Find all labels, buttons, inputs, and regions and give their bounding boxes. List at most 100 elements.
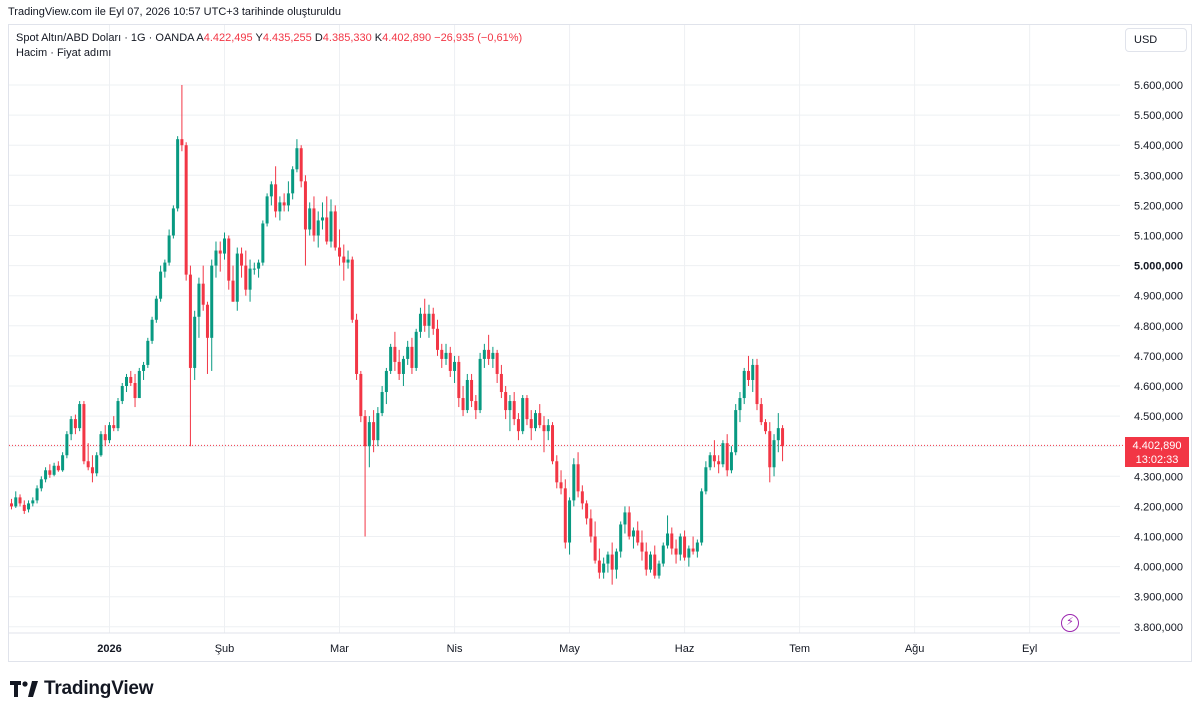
open-label: A [196, 32, 204, 44]
candle-body [627, 512, 631, 537]
candle [103, 425, 107, 447]
candle-body [721, 443, 725, 465]
candle [22, 500, 26, 514]
candle [120, 382, 124, 405]
candle [107, 422, 111, 444]
candle [516, 413, 520, 441]
candle-body [380, 392, 384, 414]
candle-body [678, 536, 682, 555]
candle-body [657, 563, 661, 576]
candle [499, 364, 503, 399]
symbol-name[interactable]: Spot Altın/ABD Doları · 1G · OANDA [16, 32, 194, 44]
candle [282, 193, 286, 212]
candle-body [691, 548, 695, 552]
candle-body [210, 265, 214, 338]
candle [346, 250, 350, 269]
symbol-legend[interactable]: Spot Altın/ABD Doları · 1G · OANDA A4.42… [16, 32, 522, 44]
candle [406, 340, 410, 365]
candle [180, 85, 184, 152]
candle-body [120, 386, 124, 402]
candle-body [184, 145, 188, 275]
candle [397, 349, 401, 380]
candle [708, 452, 712, 471]
candle-body [457, 361, 461, 399]
last-price-label: 4.402,890 13:02:33 [1125, 437, 1189, 467]
candle-body [512, 401, 516, 420]
candle [137, 367, 141, 399]
candle-body [90, 467, 94, 474]
candle [325, 196, 329, 245]
candle-body [653, 554, 657, 576]
candle-body [257, 262, 261, 269]
candle [606, 551, 610, 573]
candle-body [465, 379, 469, 411]
candle [585, 500, 589, 525]
candle [308, 202, 312, 236]
candle [768, 422, 772, 483]
candle [125, 373, 129, 393]
candle [159, 265, 163, 302]
candle-body [734, 410, 738, 453]
candle-body [188, 274, 192, 368]
candle [31, 497, 35, 507]
candle [436, 319, 439, 356]
candle [278, 196, 282, 221]
candle-body [142, 364, 146, 371]
candle [602, 557, 606, 579]
candle-body [107, 425, 111, 441]
candle-body [746, 370, 750, 380]
candle-body [333, 211, 337, 248]
candle [700, 488, 704, 546]
candle [171, 205, 175, 239]
candle [610, 542, 614, 585]
candle [414, 328, 418, 371]
candle [18, 494, 22, 507]
candle-body [252, 268, 256, 270]
candle [240, 247, 244, 278]
candle-body [150, 319, 154, 341]
price-tick-label: 4.800,000 [1134, 321, 1183, 333]
candle-body [44, 470, 48, 480]
candle-body [52, 465, 56, 475]
candle [631, 527, 635, 549]
chart-frame [8, 24, 1192, 662]
lightning-icon[interactable]: ⚡ [1061, 614, 1079, 632]
candle-body [772, 440, 776, 468]
time-tick-label: Mar [330, 643, 349, 655]
indicator-legend[interactable]: Hacim · Fiyat adımı [16, 47, 112, 59]
candle [14, 491, 18, 508]
candle-body [95, 455, 99, 474]
candle [214, 241, 218, 278]
tradingview-logo[interactable]: TradingView [10, 678, 154, 700]
candle-body [661, 545, 665, 564]
candle [133, 373, 137, 408]
candle-body [227, 238, 231, 281]
candle-body [487, 349, 491, 359]
close-label: K [374, 32, 383, 44]
candle [350, 256, 354, 323]
time-tick-label: Tem [789, 643, 810, 655]
candle [636, 521, 640, 546]
candle-body [623, 512, 627, 525]
time-tick-label: Nis [447, 643, 463, 655]
candle-body [163, 262, 167, 272]
candle-body [585, 503, 589, 519]
candle-body [355, 319, 359, 374]
candle [525, 395, 529, 426]
candle [150, 316, 154, 344]
candle-body [274, 184, 278, 212]
candle [474, 395, 478, 420]
candle-body [776, 428, 780, 441]
candle-body [325, 217, 329, 242]
candle-body [499, 373, 503, 393]
candle-body [367, 422, 371, 447]
candle [291, 166, 295, 200]
candle [244, 250, 248, 296]
candle-body [329, 211, 333, 242]
candle-body [282, 202, 286, 206]
currency-button[interactable]: USD [1125, 28, 1187, 52]
last-price-value: 4.402,890 [1132, 440, 1182, 452]
candle-body [491, 352, 495, 359]
candle [418, 307, 422, 338]
